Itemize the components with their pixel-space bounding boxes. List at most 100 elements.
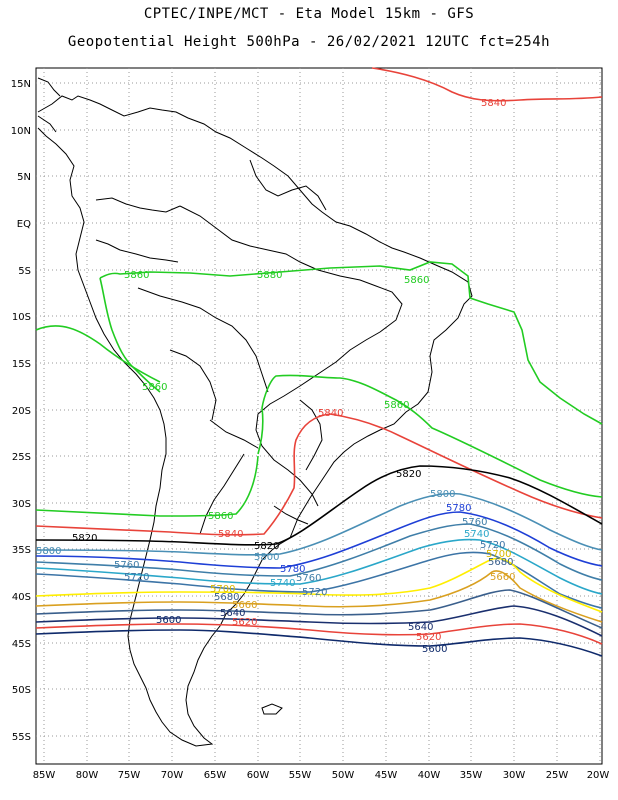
contour-5680 (35, 570, 603, 623)
lat-label: 50S (12, 685, 31, 696)
contour-label: 5660 (490, 572, 515, 583)
contour-5840-north (371, 67, 603, 102)
contour-5860-e (35, 455, 259, 517)
contour-label: 5620 (232, 617, 257, 628)
contour-label: 5780 (280, 564, 305, 575)
lon-label: 70W (161, 770, 184, 781)
lon-label: 50W (332, 770, 355, 781)
contour-label: 5880 (257, 270, 282, 281)
lon-label: 60W (247, 770, 270, 781)
contour-5780 (35, 511, 603, 569)
lat-label: 30S (12, 499, 31, 510)
contour-label: 5720 (302, 587, 327, 598)
contour-5800 (35, 492, 603, 556)
lat-label: 5S (18, 266, 31, 277)
contour-label: 5860 (208, 511, 233, 522)
contour-label: 5740 (464, 529, 489, 540)
lat-label: 15N (11, 79, 31, 90)
lon-label: 20W (587, 770, 610, 781)
contour-label: 5720 (124, 572, 149, 583)
title-line-1: CPTEC/INPE/MCT - Eta Model 15km - GFS (143, 6, 475, 22)
lat-label: EQ (17, 219, 31, 230)
lon-label: 45W (375, 770, 398, 781)
lat-label: 10S (12, 312, 31, 323)
lat-label: 35S (12, 545, 31, 556)
uruguay-border (273, 505, 309, 525)
contour-label: 5620 (416, 632, 441, 643)
contour-label: 5700 (486, 549, 511, 560)
lat-label: 5N (17, 172, 31, 183)
latitude-labels: 15N 10N 5N EQ 5S 10S 15S 20S 25S 30S 35S… (11, 79, 31, 743)
contour-label: 5600 (156, 615, 181, 626)
map-frame (35, 67, 603, 765)
lon-label: 65W (204, 770, 227, 781)
central-america-outline (37, 77, 61, 133)
contour-label: 5820 (254, 541, 279, 552)
falklands (261, 703, 283, 715)
lon-label: 40W (418, 770, 441, 781)
lat-label: 15S (12, 359, 31, 370)
contour-label: 5860 (404, 275, 429, 286)
country-border (95, 159, 327, 535)
contour-label: 5840 (481, 98, 506, 109)
contour-label: 5760 (462, 517, 487, 528)
lat-label: 10N (11, 126, 31, 137)
contour-lines (35, 67, 603, 657)
contour-label: 5800 (430, 489, 455, 500)
lon-label: 30W (503, 770, 526, 781)
lat-label: 40S (12, 592, 31, 603)
contour-label: 5600 (422, 644, 447, 655)
contour-5740 (35, 538, 603, 595)
lon-label: 85W (33, 770, 56, 781)
contour-5720 (35, 551, 603, 609)
contour-label: 5640 (408, 622, 433, 633)
contour-5840-a (35, 413, 603, 536)
contour-label: 5760 (114, 560, 139, 571)
contour-label: 5860 (142, 382, 167, 393)
lat-label: 25S (12, 452, 31, 463)
contour-labels: 5840 5860 5880 5860 5860 5860 5860 5840 … (36, 98, 515, 655)
contour-label: 5840 (218, 529, 243, 540)
contour-label: 5820 (72, 533, 97, 544)
lon-label: 80W (76, 770, 99, 781)
contour-label: 5860 (384, 400, 409, 411)
contour-label: 5780 (446, 503, 471, 514)
contour-5660 (35, 589, 603, 629)
contour-label: 5740 (270, 578, 295, 589)
lon-label: 25W (546, 770, 569, 781)
contour-5700 (35, 557, 603, 613)
contour-5860-b (35, 325, 161, 383)
contour-label: 5640 (220, 608, 245, 619)
contour-label: 5680 (488, 557, 513, 568)
contour-5820 (35, 465, 603, 546)
contour-label: 5820 (396, 469, 421, 480)
contour-5760 (35, 523, 603, 581)
longitude-labels: 85W 80W 75W 70W 65W 60W 55W 50W 45W 40W … (33, 770, 610, 781)
lat-label: 45S (12, 639, 31, 650)
lon-label: 75W (118, 770, 141, 781)
contour-label: 5680 (214, 592, 239, 603)
contour-label: 5720 (480, 540, 505, 551)
coastlines (37, 77, 473, 747)
contour-5860-c (99, 277, 161, 393)
lon-label: 35W (460, 770, 483, 781)
contour-label: 5800 (36, 546, 61, 557)
lon-label: 55W (289, 770, 312, 781)
brazil-border (179, 205, 403, 507)
contour-label: 5760 (296, 573, 321, 584)
south-america-outline (37, 95, 473, 747)
contour-5620 (35, 623, 603, 645)
contour-5600 (35, 629, 603, 657)
contour-label: 5700 (210, 584, 235, 595)
contour-label: 5660 (232, 600, 257, 611)
contour-5640 (35, 605, 603, 637)
contour-label: 5840 (318, 408, 343, 419)
contour-label: 5800 (254, 552, 279, 563)
contour-label: 5860 (124, 270, 149, 281)
contour-5860-a (99, 261, 603, 425)
lat-label: 55S (12, 732, 31, 743)
title-line-2: Geopotential Height 500hPa - 26/02/2021 … (67, 34, 551, 50)
lat-label: 20S (12, 406, 31, 417)
contour-5860-d (257, 374, 603, 498)
